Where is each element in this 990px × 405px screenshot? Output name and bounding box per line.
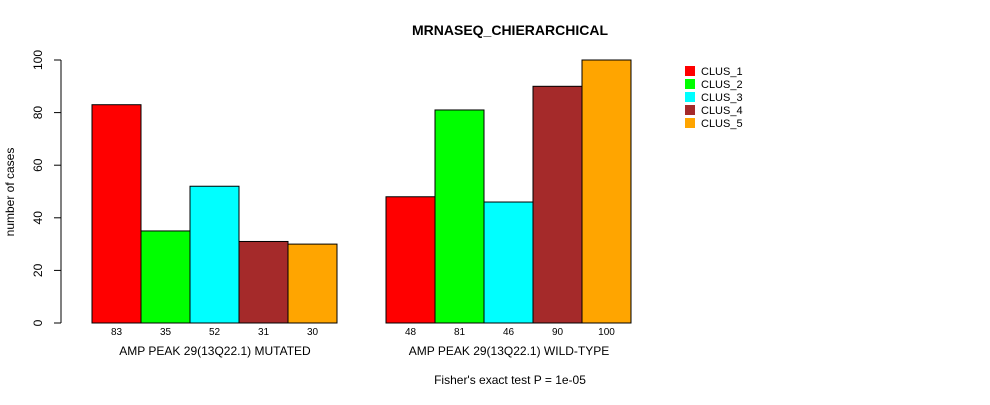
- bar-count-label: 90: [552, 327, 564, 338]
- bar: [238, 240, 289, 324]
- bar-count-label: 46: [503, 327, 515, 338]
- bar: [434, 109, 485, 324]
- y-tick-label: 80: [31, 106, 45, 120]
- y-axis: 0 20 40 60 80 100: [31, 50, 62, 326]
- bar-count-label: 35: [160, 327, 172, 338]
- bar: [581, 59, 632, 324]
- bar: [189, 185, 240, 324]
- legend-label: CLUS_2: [701, 79, 743, 91]
- legend-swatch: [685, 79, 695, 89]
- bar-count-label: 30: [307, 327, 319, 338]
- bar: [91, 104, 142, 324]
- y-tick-label: 0: [31, 319, 45, 326]
- bar-count-label: 81: [454, 327, 466, 338]
- bar: [140, 230, 191, 324]
- y-tick-label: 60: [31, 158, 45, 172]
- y-tick-label: 20: [31, 263, 45, 277]
- bar-count-label: 100: [598, 327, 615, 338]
- chart-title: MRNASEQ_CHIERARCHICAL: [412, 22, 608, 38]
- x-group-label: AMP PEAK 29(13Q22.1) WILD-TYPE: [409, 344, 610, 358]
- y-tick-label: 100: [31, 50, 45, 70]
- bar: [483, 201, 534, 324]
- legend-swatch: [685, 118, 695, 128]
- y-tick-label: 40: [31, 211, 45, 225]
- bar: [532, 85, 583, 324]
- bar-count-label: 83: [111, 327, 123, 338]
- bar-count-label: 48: [405, 327, 417, 338]
- x-group-label: AMP PEAK 29(13Q22.1) MUTATED: [119, 344, 311, 358]
- fisher-test-footnote: Fisher's exact test P = 1e-05: [434, 373, 586, 387]
- legend-swatch: [685, 92, 695, 102]
- legend-label: CLUS_1: [701, 66, 743, 78]
- bars-layer: 83 35 52 31 30 AMP PEAK 29(13Q22.1) MUTATED 48…: [91, 59, 632, 358]
- legend-label: CLUS_3: [701, 92, 743, 104]
- bar: [287, 243, 338, 324]
- bar-count-label: 52: [209, 327, 221, 338]
- bar: [385, 196, 436, 324]
- legend-swatch: [685, 66, 695, 76]
- bar-count-label: 31: [258, 327, 270, 338]
- legend-label: CLUS_5: [701, 118, 743, 130]
- legend-label: CLUS_4: [701, 105, 743, 117]
- legend-swatch: [685, 105, 695, 115]
- y-axis-label: number of cases: [3, 148, 17, 237]
